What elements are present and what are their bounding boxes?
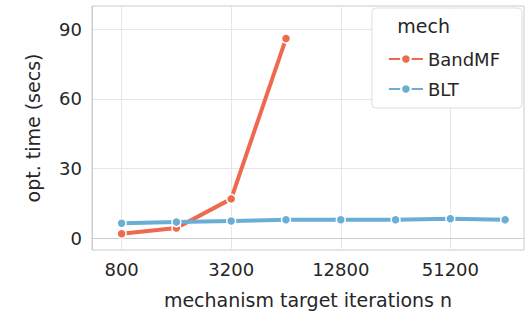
svg-text:0: 0 bbox=[71, 228, 82, 249]
svg-text:30: 30 bbox=[59, 158, 82, 179]
svg-text:60: 60 bbox=[59, 88, 82, 109]
svg-text:800: 800 bbox=[104, 259, 138, 280]
svg-text:BandMF: BandMF bbox=[428, 49, 500, 70]
svg-text:12800: 12800 bbox=[312, 259, 369, 280]
svg-text:opt. time (secs): opt. time (secs) bbox=[22, 54, 44, 203]
svg-text:3200: 3200 bbox=[208, 259, 254, 280]
svg-text:51200: 51200 bbox=[422, 259, 479, 280]
svg-text:mech: mech bbox=[397, 15, 450, 37]
svg-text:mechanism target iterations n: mechanism target iterations n bbox=[164, 289, 452, 311]
svg-text:90: 90 bbox=[59, 19, 82, 40]
svg-text:BLT: BLT bbox=[428, 79, 460, 100]
